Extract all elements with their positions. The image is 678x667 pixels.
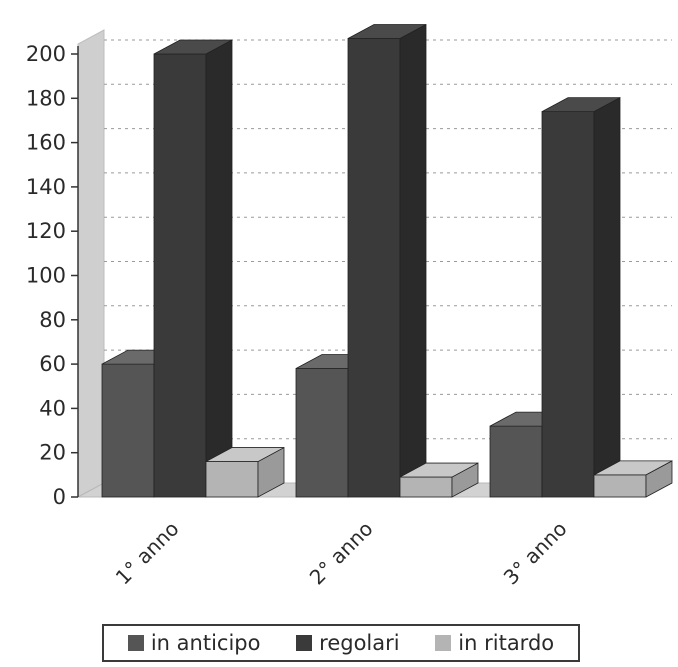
bar-side — [205, 39, 233, 498]
legend-label: regolari — [319, 631, 400, 655]
legend-item-regolari: regolari — [296, 631, 400, 655]
legend: in anticipo regolari in ritardo — [102, 624, 580, 662]
category-label: 3° anno — [499, 517, 572, 590]
bar-front — [489, 425, 543, 498]
category-axis: 1° anno 2° anno 3° anno — [111, 517, 572, 590]
bar-front — [295, 368, 349, 498]
y-tick-label: 120 — [26, 219, 66, 243]
bar-top — [399, 462, 479, 478]
bar-chart: 0 20 40 60 80 100 120 140 160 180 200 1° anno 2° an… — [26, 23, 673, 590]
bar-front — [205, 461, 259, 498]
category-label: 2° anno — [305, 517, 378, 590]
y-tick-label: 80 — [39, 308, 66, 332]
y-tick-label: 60 — [39, 352, 66, 376]
bar-side — [593, 96, 621, 498]
bar-top — [593, 460, 673, 476]
bar-regolari-2 — [347, 23, 427, 498]
y-tick-label: 140 — [26, 175, 66, 199]
side-wall — [77, 29, 105, 498]
legend-label: in anticipo — [150, 631, 261, 655]
bar-in-ritardo-3 — [593, 460, 673, 498]
bar-side — [399, 23, 427, 498]
legend-label: in ritardo — [458, 631, 555, 655]
bars — [101, 23, 673, 498]
bar-top — [153, 39, 233, 55]
y-axis: 0 20 40 60 80 100 120 140 160 180 200 — [26, 42, 79, 509]
y-tick-label: 0 — [53, 485, 66, 509]
bar-front — [101, 363, 155, 498]
y-tick-label: 20 — [39, 441, 66, 465]
y-tick-label: 200 — [26, 42, 66, 66]
bar-top — [541, 97, 621, 112]
bar-front — [593, 474, 647, 498]
y-tick-label: 160 — [26, 131, 66, 155]
bar-front — [347, 38, 401, 498]
legend-swatch-regolari — [296, 635, 313, 651]
legend-swatch-in-anticipo — [127, 635, 144, 651]
bar-in-ritardo-1 — [205, 446, 285, 498]
bar-regolari-3 — [541, 96, 621, 498]
bar-front — [153, 53, 207, 498]
y-tick-label: 40 — [39, 396, 66, 420]
legend-item-in-ritardo: in ritardo — [435, 631, 554, 655]
y-tick-label: 180 — [26, 86, 66, 110]
bar-front — [399, 476, 453, 498]
bar-regolari-1 — [153, 39, 233, 498]
bar-top — [347, 24, 427, 39]
category-label: 1° anno — [111, 517, 184, 590]
bar-top — [205, 447, 285, 462]
y-tick-label: 100 — [26, 264, 66, 288]
bar-front — [541, 111, 595, 498]
bar-in-ritardo-2 — [399, 462, 479, 498]
legend-swatch-in-ritardo — [435, 635, 452, 651]
legend-item-in-anticipo: in anticipo — [127, 631, 261, 655]
